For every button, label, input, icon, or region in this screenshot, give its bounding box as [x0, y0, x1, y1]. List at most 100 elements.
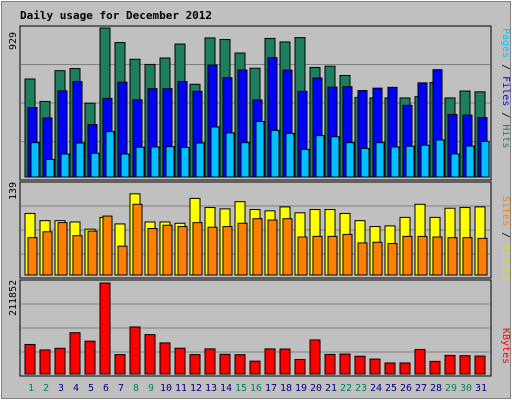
x-tick-label: 3: [58, 383, 64, 394]
kbytes-bar: [369, 358, 381, 375]
x-tick-label: 17: [265, 383, 277, 394]
kbytes-bar: [114, 354, 126, 375]
pages-bar: [105, 131, 115, 178]
sites-bar: [282, 218, 293, 276]
pages-bar: [285, 132, 295, 178]
kbytes-bar: [324, 353, 336, 375]
sites-bar: [432, 236, 443, 276]
kbytes-bar: [429, 360, 441, 375]
x-tick-label: 22: [340, 383, 352, 394]
sites-bar: [57, 222, 68, 276]
kbytes-bar: [459, 355, 471, 375]
kbytes-bar: [84, 340, 96, 375]
pages-bar: [375, 142, 385, 178]
kbytes-bar: [204, 348, 216, 375]
sites-bar: [27, 237, 38, 276]
max-label-visits: 139: [8, 182, 19, 200]
sites-bar: [357, 242, 368, 276]
x-tick-label: 29: [445, 383, 457, 394]
kbytes-bar: [219, 353, 231, 375]
kbytes-bar: [444, 354, 456, 375]
pages-bar: [45, 158, 55, 178]
x-tick-label: 18: [280, 383, 292, 394]
pages-bar: [300, 148, 310, 178]
legend-pages: Pages: [500, 28, 511, 58]
x-tick-label: 23: [355, 383, 367, 394]
kbytes-bar: [234, 354, 246, 375]
x-tick-label: 1: [28, 383, 34, 394]
sites-bar: [327, 235, 338, 276]
pages-bar: [135, 146, 145, 178]
sites-bar: [162, 224, 173, 276]
sites-bar: [117, 245, 128, 276]
x-tick-label: 24: [370, 383, 382, 394]
max-label-kbytes: 211852: [8, 280, 19, 316]
kbytes-bar: [39, 349, 51, 375]
x-tick-label: 25: [385, 383, 397, 394]
x-tick-label: 8: [133, 383, 139, 394]
sites-bar: [177, 226, 188, 276]
pages-bar: [180, 146, 190, 178]
pages-bar: [465, 145, 475, 178]
sites-bar: [297, 236, 308, 276]
pages-bar: [165, 146, 175, 178]
x-tick-label: 15: [235, 383, 247, 394]
sites-bar: [132, 203, 143, 276]
x-tick-label: 4: [73, 383, 79, 394]
legend-visits-sites: Sites / Visits: [500, 196, 511, 280]
sites-bar: [477, 237, 488, 276]
pages-bar: [30, 142, 40, 178]
kbytes-bar: [279, 348, 291, 375]
pages-bar: [75, 142, 85, 178]
legend-visits: Visits: [500, 244, 511, 280]
pages-bar: [435, 139, 445, 178]
kbytes-bar: [264, 348, 276, 375]
x-tick-label: 11: [175, 383, 187, 394]
sites-bar: [267, 219, 278, 276]
legend-kbytes: KBytes: [500, 328, 511, 364]
pages-bar: [315, 135, 325, 178]
pages-bar: [90, 152, 100, 178]
x-axis-labels: 1 2 3 4 5 6 7 8 9 10 11 12 13 14 15 16 17 18 19 20 21 22 23 24 2…: [28, 383, 487, 394]
x-tick-label: 21: [325, 383, 337, 394]
pages-bar: [120, 153, 130, 178]
sites-bar: [72, 235, 83, 276]
x-tick-label: 26: [400, 383, 412, 394]
x-tick-label: 6: [103, 383, 109, 394]
kbytes-bar: [354, 355, 366, 375]
legend-hits: Hits: [500, 124, 511, 148]
sites-bar: [252, 218, 263, 276]
sites-bar: [417, 235, 428, 276]
pages-bar: [225, 132, 235, 178]
legend-sites: Sites: [500, 196, 511, 226]
pages-bar: [255, 121, 265, 178]
kbytes-bar: [294, 359, 306, 375]
pages-bar: [480, 140, 490, 178]
sites-bar: [207, 226, 218, 276]
kbytes-bar: [69, 332, 81, 375]
kbytes-bar: [414, 348, 426, 375]
sites-bar: [87, 230, 98, 276]
kbytes-bar: [189, 354, 201, 375]
sites-bar: [147, 228, 158, 276]
sites-bar: [387, 243, 398, 276]
x-tick-label: 10: [160, 383, 172, 394]
pages-bar: [240, 142, 250, 178]
legend-files: Files: [500, 76, 511, 106]
pages-bar: [150, 146, 160, 178]
sites-bar: [42, 231, 53, 276]
kbytes-bar: [174, 347, 186, 375]
x-tick-label: 12: [190, 383, 202, 394]
x-tick-label: 2: [43, 383, 49, 394]
kbytes-bar: [99, 282, 111, 375]
sites-bar: [102, 215, 113, 276]
kbytes-bar: [474, 355, 486, 375]
kbytes-bar: [339, 353, 351, 375]
kbytes-bar: [399, 362, 411, 375]
bars-layer: [21, 27, 490, 375]
pages-bar: [195, 142, 205, 178]
kbytes-bar: [384, 362, 396, 375]
pages-bar: [390, 146, 400, 178]
x-tick-label: 27: [415, 383, 427, 394]
